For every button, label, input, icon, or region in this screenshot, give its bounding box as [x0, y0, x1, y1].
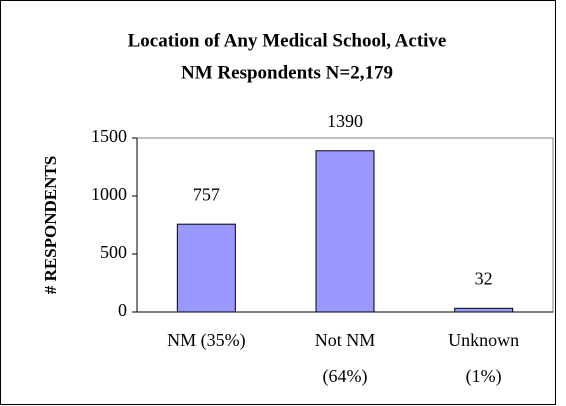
chart-title: NM Respondents N=2,179: [181, 62, 393, 83]
bar: [315, 150, 375, 313]
x-tick-label: Not NM: [315, 330, 376, 350]
chart-frame: [0, 0, 556, 405]
y-tick-label: 1000: [91, 184, 127, 204]
x-tick-label: (1%): [466, 366, 502, 387]
value-label: 757: [193, 184, 220, 204]
y-axis-label: # RESPONDENTS: [41, 156, 60, 294]
bar: [454, 307, 514, 313]
x-tick-label: NM (35%): [167, 330, 246, 351]
value-label: 1390: [327, 111, 363, 131]
x-tick-label: Unknown: [448, 330, 519, 350]
x-tick-label: (64%): [323, 366, 368, 387]
y-tick-label: 500: [100, 242, 127, 262]
y-tick-label: 0: [118, 300, 127, 320]
value-label: 32: [475, 268, 493, 288]
bar: [176, 223, 236, 313]
y-tick-label: 1500: [91, 126, 127, 146]
chart-title: Location of Any Medical School, Active: [128, 30, 447, 51]
